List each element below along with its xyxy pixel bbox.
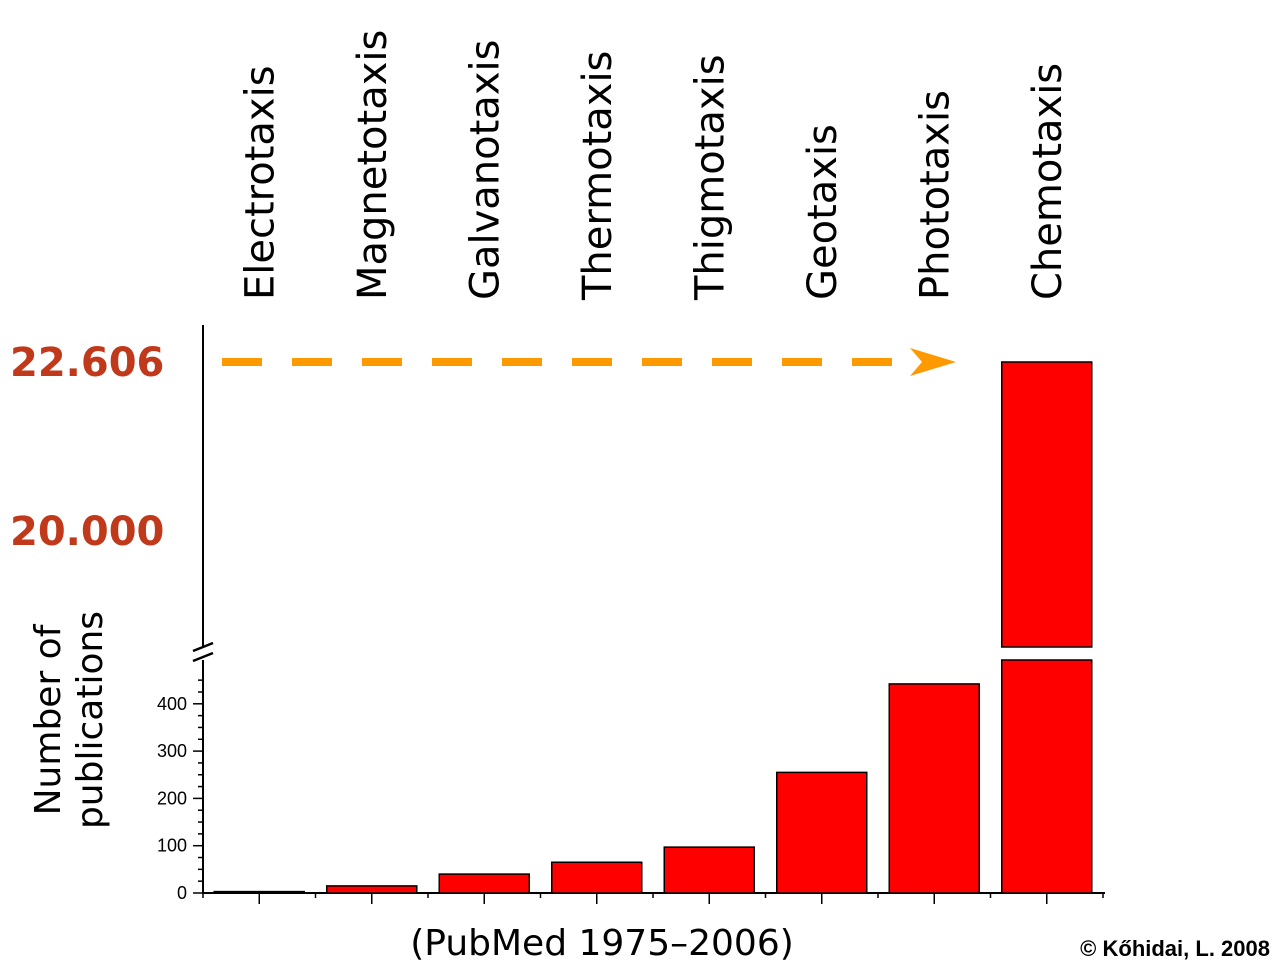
category-label: Chemotaxis (1025, 63, 1071, 300)
copyright-credit: © Kőhidai, L. 2008 (1080, 936, 1270, 961)
y-tick-label-upper: 20.000 (10, 509, 164, 555)
y-tick-label: 300 (157, 741, 187, 761)
bar (1001, 659, 1093, 894)
category-labels: Electrotaxis Magnetotaxis Galvanotaxis Ther… (237, 30, 1071, 301)
arrow-head (910, 348, 956, 376)
bar (551, 861, 643, 894)
y-tick-label-upper: 22.606 (10, 340, 164, 386)
bar (438, 873, 530, 894)
y-axis-label: Number of (28, 623, 69, 815)
x-axis-label: (PubMed 1975–2006) (410, 923, 794, 964)
chart-bars (213, 361, 1093, 894)
category-label: Magnetotaxis (350, 30, 396, 300)
category-label: Thigmotaxis (687, 54, 733, 301)
category-label: Galvanotaxis (462, 40, 508, 300)
annotations: Number of publications (PubMed 1975–2006) ©… (28, 348, 1270, 964)
category-label: Electrotaxis (237, 65, 283, 300)
y-axis-label: publications (70, 611, 111, 829)
axis-break-mark (192, 651, 214, 663)
y-tick-label: 100 (157, 836, 187, 856)
bar (888, 683, 980, 894)
bar (1001, 361, 1093, 648)
category-label: Phototaxis (912, 90, 958, 300)
y-tick-label: 200 (157, 788, 187, 808)
y-tick-labels: 0 100 200 300 400 20.000 22.606 (10, 340, 187, 903)
bar (326, 885, 418, 894)
category-label: Geotaxis (800, 124, 846, 300)
category-label: Thermotaxis (575, 51, 621, 301)
bar (213, 890, 305, 894)
bar (663, 846, 755, 894)
y-tick-label: 400 (157, 694, 187, 714)
y-tick-label: 0 (177, 883, 187, 903)
bar (776, 771, 868, 894)
axis-break-mark (192, 641, 214, 653)
